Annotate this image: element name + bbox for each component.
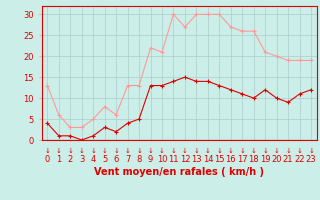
Text: 9: 9 [148,155,153,164]
Text: ↓: ↓ [228,148,234,154]
Text: ↓: ↓ [44,148,50,154]
Text: ↓: ↓ [216,148,222,154]
Text: 1: 1 [56,155,61,164]
Text: 10: 10 [157,155,167,164]
Text: ↓: ↓ [285,148,291,154]
Text: ↓: ↓ [262,148,268,154]
Text: ↓: ↓ [182,148,188,154]
Text: 2: 2 [68,155,73,164]
Text: 3: 3 [79,155,84,164]
Text: 23: 23 [306,155,316,164]
Text: 8: 8 [136,155,142,164]
Text: ↓: ↓ [113,148,119,154]
Text: 7: 7 [125,155,130,164]
Text: 16: 16 [226,155,236,164]
Text: Vent moyen/en rafales ( km/h ): Vent moyen/en rafales ( km/h ) [94,167,264,177]
Text: 22: 22 [294,155,305,164]
Text: ↓: ↓ [102,148,108,154]
Text: ↓: ↓ [205,148,211,154]
Text: ↓: ↓ [194,148,199,154]
Text: ↓: ↓ [79,148,85,154]
Text: 4: 4 [91,155,96,164]
Text: 21: 21 [283,155,293,164]
Text: 11: 11 [168,155,179,164]
Text: 12: 12 [180,155,190,164]
Text: 5: 5 [102,155,107,164]
Text: ↓: ↓ [274,148,280,154]
Text: ↓: ↓ [56,148,62,154]
Text: ↓: ↓ [125,148,131,154]
Text: ↓: ↓ [67,148,73,154]
Text: 18: 18 [248,155,259,164]
Text: ↓: ↓ [159,148,165,154]
Text: ↓: ↓ [148,148,154,154]
Text: ↓: ↓ [251,148,257,154]
Text: 14: 14 [203,155,213,164]
Text: 17: 17 [237,155,248,164]
Text: 6: 6 [114,155,119,164]
Text: 13: 13 [191,155,202,164]
Text: 15: 15 [214,155,225,164]
Text: ↓: ↓ [90,148,96,154]
Text: ↓: ↓ [308,148,314,154]
Text: 0: 0 [45,155,50,164]
Text: 19: 19 [260,155,270,164]
Text: ↓: ↓ [171,148,176,154]
Text: ↓: ↓ [136,148,142,154]
Text: ↓: ↓ [297,148,302,154]
Text: ↓: ↓ [239,148,245,154]
Text: 20: 20 [271,155,282,164]
